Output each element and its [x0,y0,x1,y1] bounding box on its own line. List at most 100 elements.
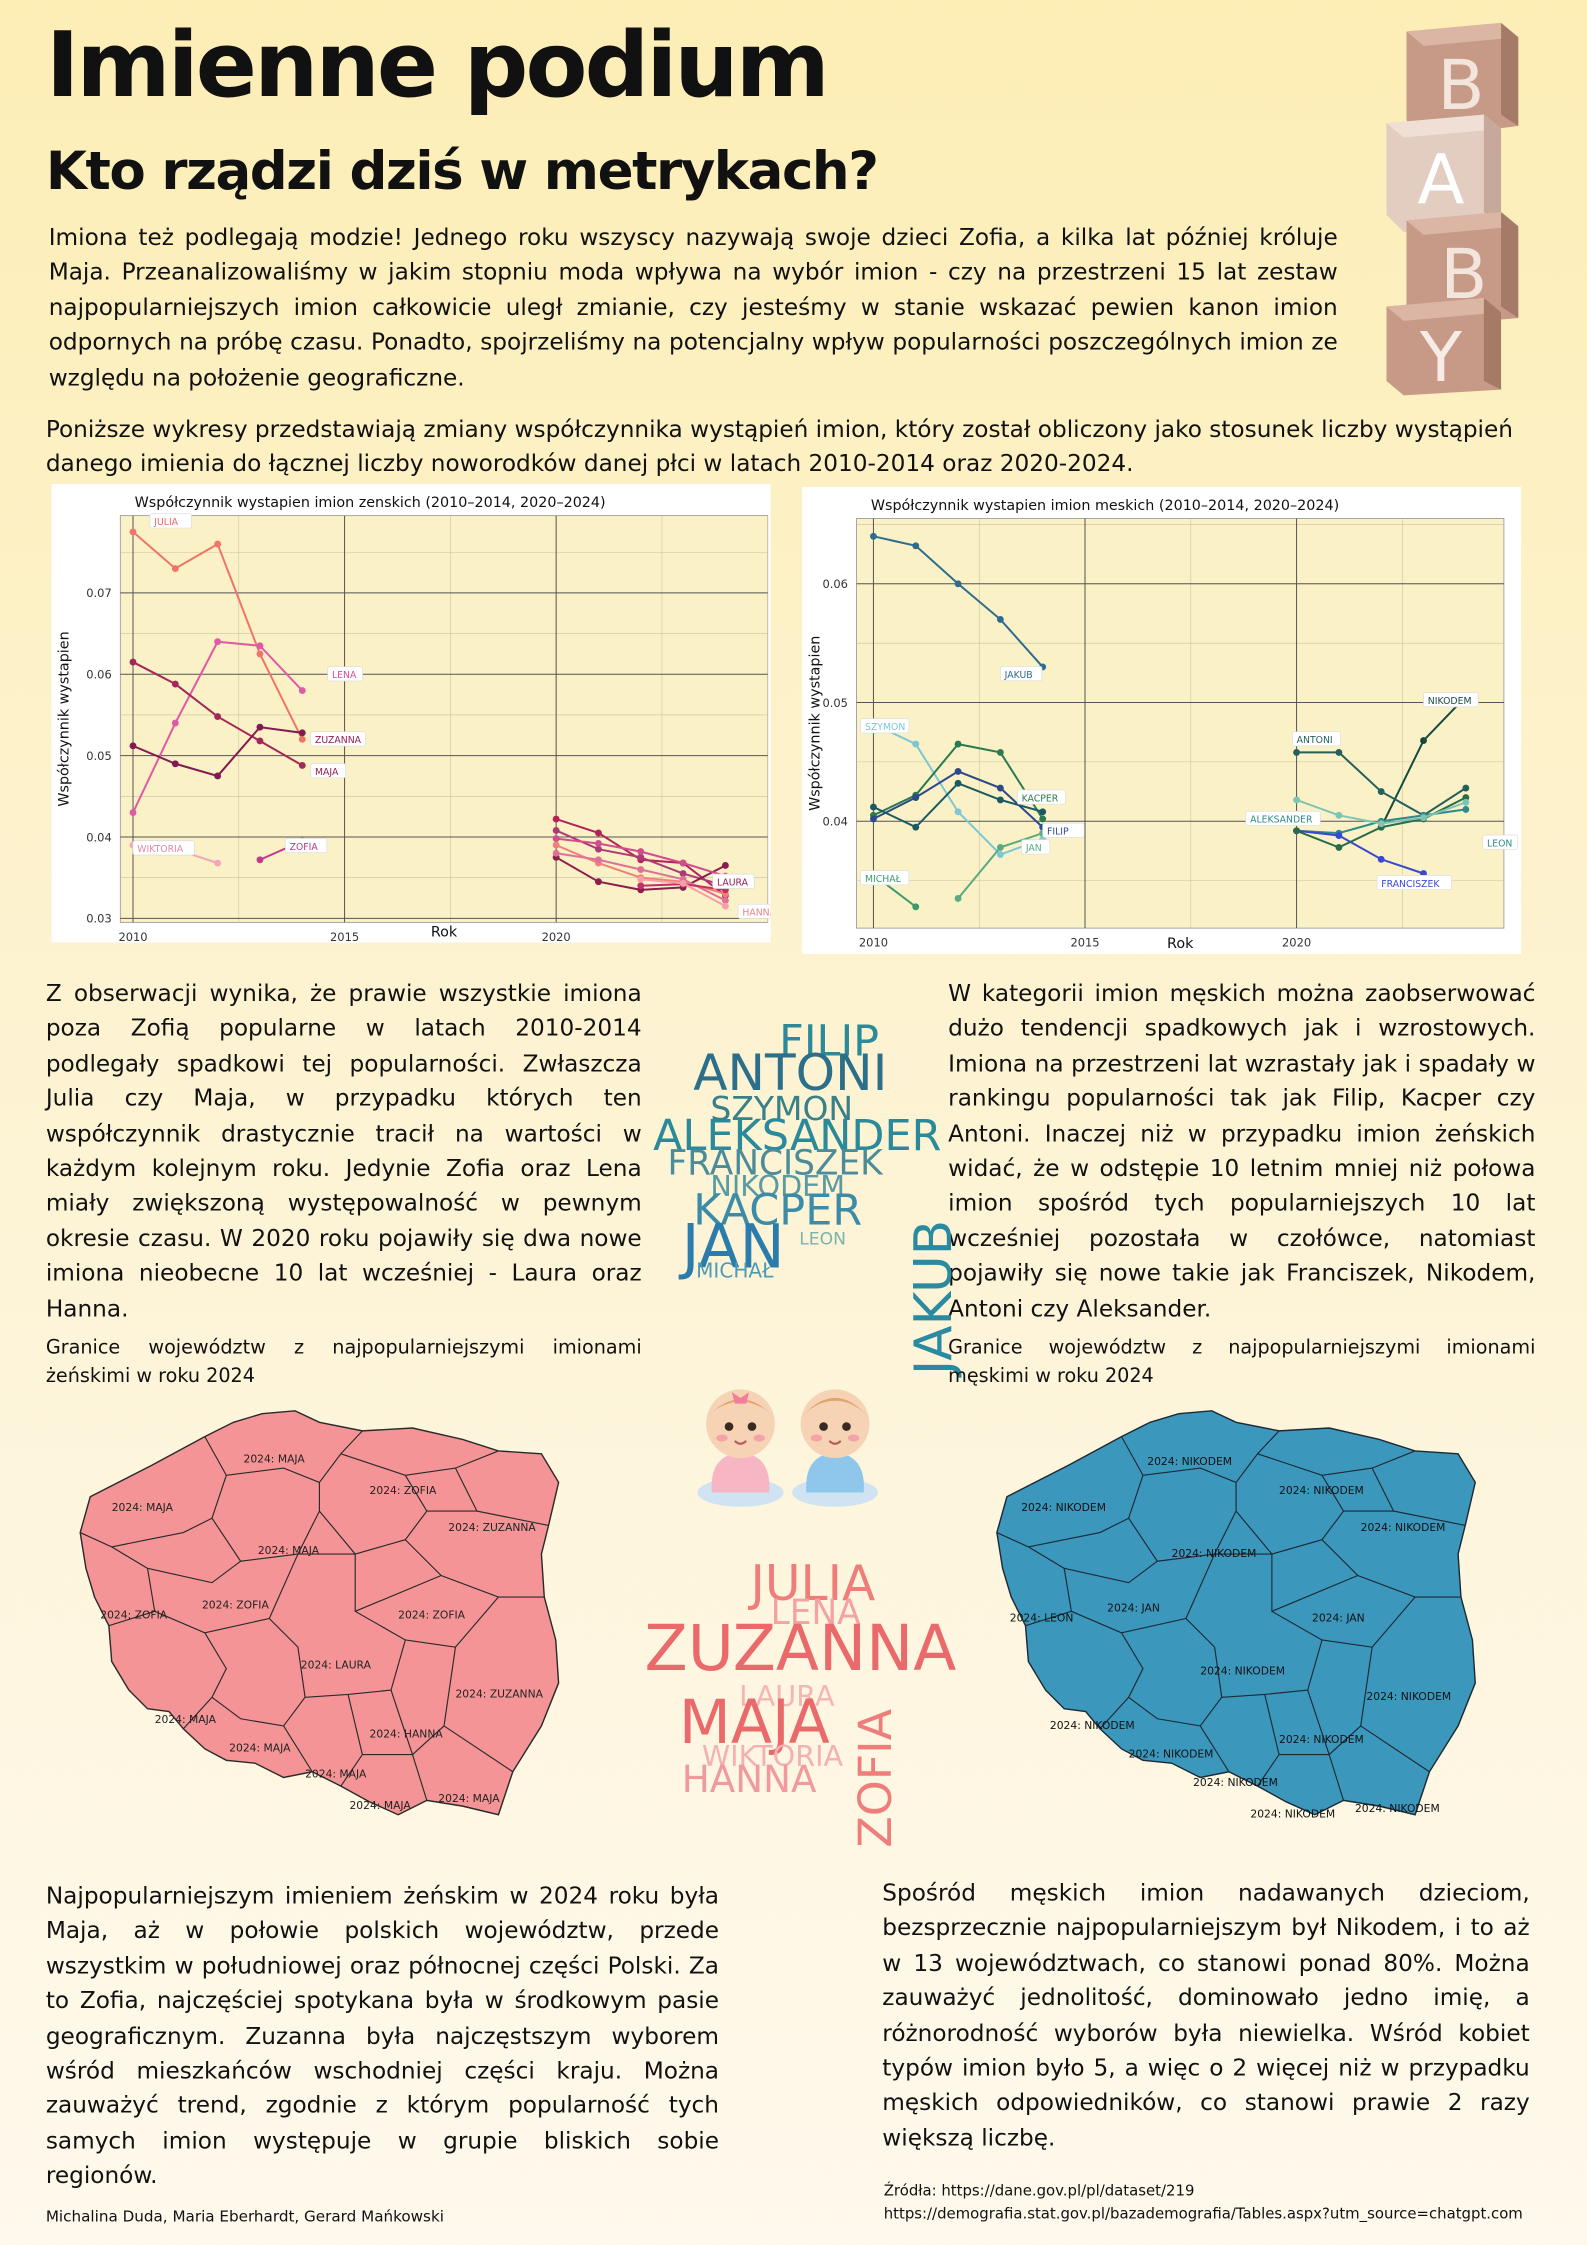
data-point [996,796,1004,804]
block-letter: B [1437,46,1484,126]
data-point [912,542,920,550]
x-tick-label: 2010 [118,930,147,942]
series-label-box [860,718,910,734]
series-label-box [1291,731,1341,747]
chart-title: Współczynnik wystapien imion zenskich (2… [135,495,606,511]
page-title: Imienne podium [45,12,830,118]
data-point [912,740,920,748]
series-label-box [1016,789,1066,805]
data-point [256,642,264,650]
series-label-box [132,840,195,856]
y-tick-label: 0.04 [822,815,847,829]
data-point [1335,748,1343,756]
series-label: SZYMON [865,722,905,733]
data-point [996,748,1004,756]
map-label: 2024: ZOFIA [100,1608,167,1621]
block-letter: A [1417,140,1464,220]
data-point [1377,788,1385,796]
series-label: HANNA [742,908,770,919]
babies-illustration [697,1389,878,1507]
map-label: 2024: NIKODEM [1129,1747,1214,1760]
source-line: https://demografia.stat.gov.pl/bazademog… [883,2205,1523,2223]
map-label: 2024: NIKODEM [1193,1776,1278,1789]
map-label: 2024: NIKODEM [1366,1690,1451,1703]
data-point [256,856,264,864]
map-label: 2024: NIKODEM [1361,1521,1446,1534]
cloud-word: SZYMON [710,1091,854,1129]
cloud-word: FILIP [779,1016,880,1068]
data-point [637,866,645,873]
map-label: 2024: JAN [1107,1601,1160,1614]
data-point [954,767,962,775]
series-label-box [327,666,363,682]
female-map-paragraph: Najpopularniejszym imieniem żeńskim w 20… [45,1882,720,2189]
data-point [996,851,1004,858]
male-map-caption: Granice województw z najpopularniejszymi… [948,1337,1536,1388]
voivodeship-borders [79,1430,549,1801]
x-axis-label: Rok [431,925,458,941]
female-map-caption: Granice województw z najpopularniejszymi… [45,1337,642,1388]
data-point [552,849,560,857]
data-point [214,540,222,548]
data-point [214,638,222,646]
data-point [552,841,560,849]
data-point [171,565,179,572]
data-point [129,528,137,536]
cloud-word: ZOFIA [847,1708,903,1848]
series-label-box [737,903,771,919]
poland-outline [996,1410,1477,1816]
x-tick-label: 2015 [1070,936,1099,950]
data-point [954,740,962,748]
series-label: LEON [1487,838,1512,849]
page-subtitle: Kto rządzi dziś w metrykach? [45,140,879,202]
data-point [1462,798,1470,806]
cloud-word: KACPER [693,1185,863,1237]
data-point [298,735,306,743]
data-point [129,809,137,817]
data-point [256,723,264,731]
series-label-box [310,763,347,779]
data-point [129,742,137,750]
series-label: NIKODEM [1428,696,1472,707]
block-y: Y [1386,297,1502,398]
cloud-word: ALEKSANDER [653,1111,942,1162]
map-label: 2024: ZOFIA [202,1598,269,1611]
map-label: 2024: MAJA [229,1742,291,1755]
data-point [1293,748,1301,756]
data-point [1335,832,1343,839]
male-names-line-chart: 2010 2015 2020 0.04 0.05 0.06 Współczynnik wys… [802,486,1522,954]
map-label: 2024: JAN [1312,1611,1365,1624]
series-label-box [712,873,755,889]
data-point [954,779,962,787]
map-label: 2024: MAJA [112,1501,174,1514]
series-line [1296,829,1424,875]
data-point [595,856,602,864]
y-tick-label: 0.07 [86,586,111,600]
map-label: 2024: MAJA [243,1452,305,1465]
data-point [954,895,962,902]
series-label: MAJA [315,767,339,778]
intro-chart-description: Poniższe wykresy przedstawiają zmiany ws… [45,415,1513,478]
y-axis-label: Współczynnik wystapien [807,636,823,811]
map-label: 2024: MAJA [155,1713,217,1726]
data-point [870,532,877,540]
series-label: LENA [332,670,357,681]
source-line: Źródła: https://dane.gov.pl/pl/dataset/2… [883,2182,1195,2201]
data-point [637,882,645,890]
data-point [595,840,602,847]
series-label-box [1482,834,1519,850]
data-point [552,835,560,843]
poland-outline [79,1410,560,1816]
map-label: 2024: MAJA [258,1544,320,1557]
data-point [912,903,920,911]
series-label: JULIA [153,517,178,528]
y-tick-label: 0.05 [822,696,847,710]
series-label: JAN [1025,843,1042,854]
data-point [298,687,306,694]
cloud-word: JAN [681,1211,785,1282]
data-point [552,827,560,834]
data-point [1420,737,1427,744]
data-point [996,843,1004,851]
map-label: 2024: NIKODEM [1021,1501,1106,1514]
series-label: ZOFIA [290,842,319,853]
